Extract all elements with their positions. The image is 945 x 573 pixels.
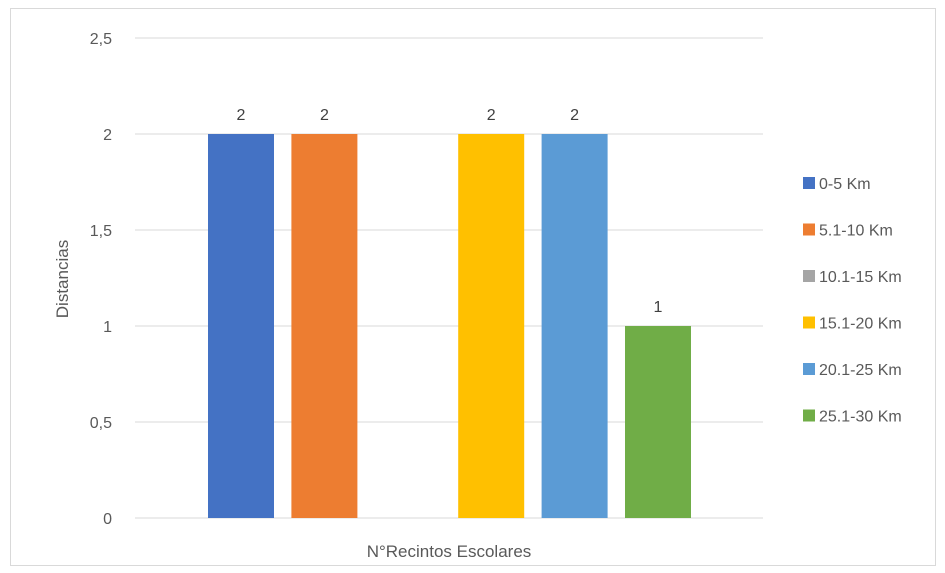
bar-6 bbox=[625, 326, 691, 518]
legend-label: 25.1-30 Km bbox=[819, 409, 902, 426]
x-axis-title: N°Recintos Escolares bbox=[367, 542, 532, 561]
legend: 0-5 Km 5.1-10 Km 10.1-15 Km 15.1-20 Km 20.1-… bbox=[803, 176, 902, 426]
data-label: 2 bbox=[570, 107, 579, 124]
data-labels: 2 2 2 2 1 bbox=[237, 107, 663, 316]
legend-swatch bbox=[803, 223, 815, 236]
legend-swatch bbox=[803, 177, 815, 189]
bar-1 bbox=[208, 134, 274, 518]
legend-swatch bbox=[803, 409, 815, 422]
y-tick-label: 0 bbox=[103, 511, 112, 528]
data-label: 2 bbox=[237, 107, 246, 124]
y-tick-label: 1,5 bbox=[90, 223, 112, 240]
legend-swatch bbox=[803, 316, 815, 329]
legend-label: 20.1-25 Km bbox=[819, 362, 902, 379]
y-tick-labels: 0 0,5 1 1,5 2 2,5 bbox=[90, 31, 112, 528]
y-tick-label: 2,5 bbox=[90, 31, 112, 48]
data-label: 1 bbox=[654, 299, 663, 316]
legend-label: 10.1-15 Km bbox=[819, 269, 902, 286]
legend-label: 5.1-10 Km bbox=[819, 223, 893, 240]
legend-label: 0-5 Km bbox=[819, 176, 871, 193]
bar-4 bbox=[458, 134, 525, 518]
data-label: 2 bbox=[487, 107, 496, 124]
legend-label: 15.1-20 Km bbox=[819, 316, 902, 333]
y-tick-label: 2 bbox=[103, 127, 112, 144]
y-axis-title: Distancias bbox=[53, 240, 72, 318]
bar-2 bbox=[291, 134, 358, 518]
y-tick-label: 0,5 bbox=[90, 415, 112, 432]
legend-swatch bbox=[803, 363, 815, 375]
bars bbox=[208, 134, 691, 518]
data-label: 2 bbox=[320, 107, 329, 124]
y-tick-label: 1 bbox=[103, 319, 112, 336]
legend-swatch bbox=[803, 270, 815, 282]
bar-5 bbox=[541, 134, 608, 518]
